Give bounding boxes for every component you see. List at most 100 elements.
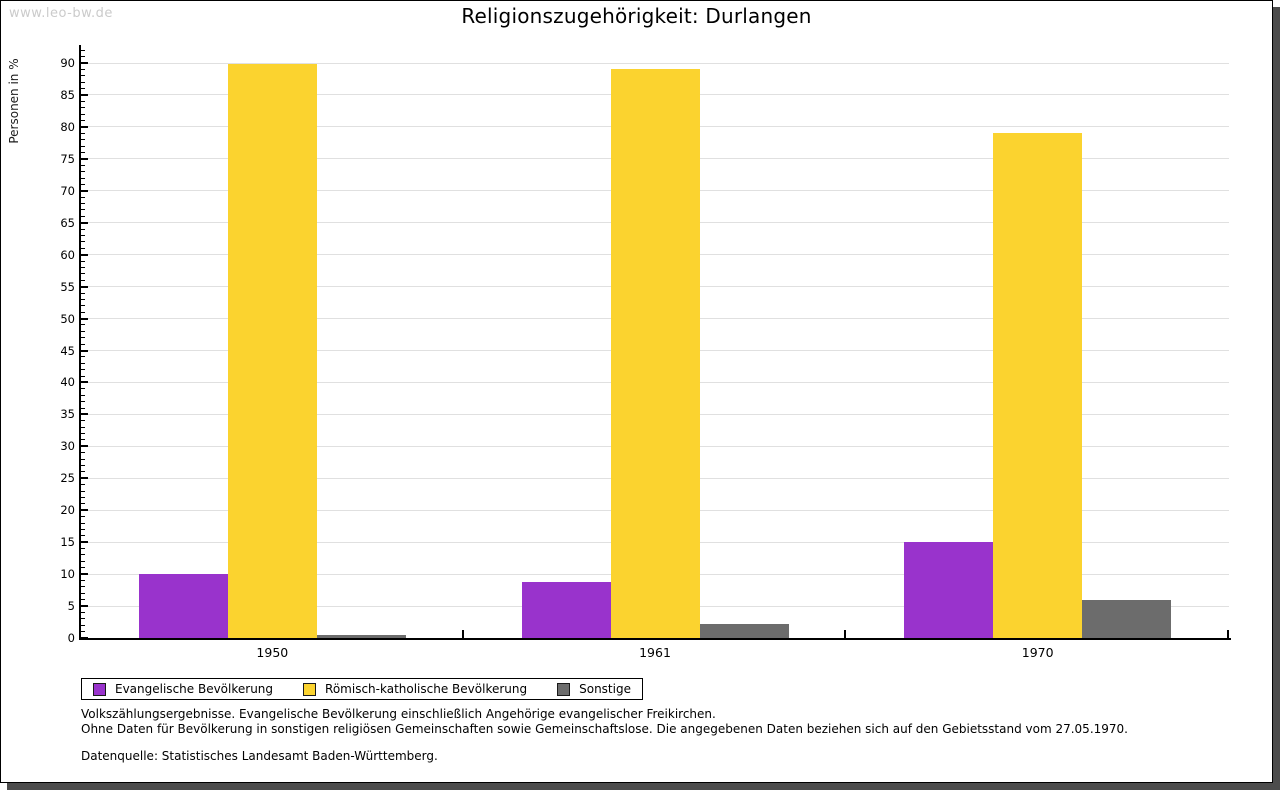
bar-1950-series-2 bbox=[227, 64, 317, 638]
y-major-tick bbox=[81, 381, 88, 384]
y-minor-tick bbox=[81, 266, 85, 268]
y-minor-tick bbox=[81, 107, 85, 109]
bar-1961-series-3 bbox=[699, 624, 789, 638]
y-minor-tick bbox=[81, 324, 85, 326]
y-tick-label: 70 bbox=[60, 183, 75, 198]
y-minor-tick bbox=[81, 292, 85, 294]
legend-swatch-icon bbox=[557, 682, 571, 696]
y-tick-label: 55 bbox=[60, 279, 75, 294]
y-minor-tick bbox=[81, 618, 85, 620]
y-minor-tick bbox=[81, 407, 85, 409]
y-minor-tick bbox=[81, 554, 85, 556]
y-minor-tick bbox=[81, 624, 85, 626]
y-major-tick bbox=[81, 573, 88, 576]
legend-item-1: Evangelische Bevölkerung bbox=[93, 682, 273, 696]
plot-area: 1950 1961 1970 0 5 10 15 20 25 30 35 40 45 50 55 60 65 70… bbox=[1, 1, 1272, 701]
y-minor-tick bbox=[81, 279, 85, 281]
y-tick-label: 15 bbox=[60, 535, 75, 550]
y-minor-tick bbox=[81, 516, 85, 518]
bar-1961-series-2 bbox=[610, 69, 700, 638]
legend-item-3: Sonstige bbox=[557, 682, 631, 696]
y-minor-tick bbox=[81, 49, 85, 51]
y-minor-tick bbox=[81, 120, 85, 121]
y-minor-tick bbox=[81, 241, 85, 243]
y-minor-tick bbox=[81, 132, 85, 134]
y-minor-tick bbox=[81, 560, 85, 562]
y-minor-tick bbox=[81, 458, 85, 460]
y-major-tick bbox=[81, 125, 88, 128]
y-minor-tick bbox=[81, 548, 85, 550]
y-minor-tick bbox=[81, 471, 85, 473]
bar-1970-series-1 bbox=[904, 542, 994, 638]
y-tick-label: 5 bbox=[67, 599, 75, 614]
y-major-tick bbox=[81, 317, 88, 320]
y-minor-tick bbox=[81, 388, 85, 390]
y-minor-tick bbox=[81, 100, 85, 102]
y-gridline bbox=[81, 62, 1229, 64]
y-tick-label: 45 bbox=[60, 343, 75, 358]
y-axis-line bbox=[79, 45, 81, 640]
y-minor-tick bbox=[81, 273, 85, 275]
y-major-tick bbox=[81, 477, 88, 480]
y-minor-tick bbox=[81, 196, 85, 198]
x-tick-label: 1970 bbox=[1021, 645, 1054, 660]
y-minor-tick bbox=[81, 311, 85, 313]
y-minor-tick bbox=[81, 369, 85, 371]
y-minor-tick bbox=[81, 203, 85, 205]
y-minor-tick bbox=[81, 88, 85, 90]
y-tick-label: 20 bbox=[60, 503, 75, 518]
y-minor-tick bbox=[81, 177, 85, 179]
y-major-tick bbox=[81, 253, 88, 256]
y-tick-label: 35 bbox=[60, 407, 75, 422]
y-minor-tick bbox=[81, 484, 85, 486]
y-minor-tick bbox=[81, 139, 85, 141]
x-boundary-tick bbox=[1227, 630, 1229, 638]
y-major-tick bbox=[81, 221, 88, 224]
y-minor-tick bbox=[81, 452, 85, 454]
y-minor-tick bbox=[81, 145, 85, 147]
y-minor-tick bbox=[81, 394, 85, 396]
y-major-tick bbox=[81, 349, 88, 352]
bar-1950-series-1 bbox=[138, 574, 228, 638]
y-minor-tick bbox=[81, 490, 85, 492]
y-minor-tick bbox=[81, 68, 85, 70]
y-minor-tick bbox=[81, 215, 85, 217]
y-major-tick bbox=[81, 285, 88, 288]
y-minor-tick bbox=[81, 183, 85, 185]
y-minor-tick bbox=[81, 567, 85, 569]
y-minor-tick bbox=[81, 362, 85, 364]
y-tick-label: 40 bbox=[60, 375, 75, 390]
y-minor-tick bbox=[81, 465, 85, 466]
y-tick-label: 0 bbox=[67, 631, 75, 645]
y-minor-tick bbox=[81, 75, 85, 77]
y-minor-tick bbox=[81, 439, 85, 441]
y-major-tick bbox=[81, 509, 88, 512]
legend-item-2: Römisch-katholische Bevölkerung bbox=[303, 682, 527, 696]
y-minor-tick bbox=[81, 235, 85, 236]
y-tick-label: 80 bbox=[60, 119, 75, 134]
x-boundary-tick bbox=[461, 630, 464, 638]
legend: Evangelische Bevölkerung Römisch-katholis… bbox=[81, 678, 643, 700]
y-minor-tick bbox=[81, 433, 85, 435]
x-tick-label: 1961 bbox=[639, 645, 671, 660]
y-minor-tick bbox=[81, 401, 85, 403]
y-tick-label: 50 bbox=[60, 311, 75, 326]
legend-label: Sonstige bbox=[579, 682, 631, 696]
y-minor-tick bbox=[81, 356, 85, 358]
y-minor-tick bbox=[81, 592, 85, 594]
legend-label: Evangelische Bevölkerung bbox=[115, 682, 274, 696]
y-tick-label: 85 bbox=[60, 87, 75, 102]
y-minor-tick bbox=[81, 81, 85, 83]
y-minor-tick bbox=[81, 580, 85, 581]
y-minor-tick bbox=[81, 375, 85, 377]
y-minor-tick bbox=[81, 586, 85, 588]
y-minor-tick bbox=[81, 113, 85, 115]
y-minor-tick bbox=[81, 522, 85, 524]
y-major-tick bbox=[81, 413, 88, 416]
y-minor-tick bbox=[81, 496, 85, 498]
y-minor-tick bbox=[81, 305, 85, 307]
y-tick-label: 90 bbox=[60, 56, 75, 70]
y-tick-label: 65 bbox=[60, 215, 75, 230]
legend-label: Römisch-katholische Bevölkerung bbox=[325, 682, 528, 696]
